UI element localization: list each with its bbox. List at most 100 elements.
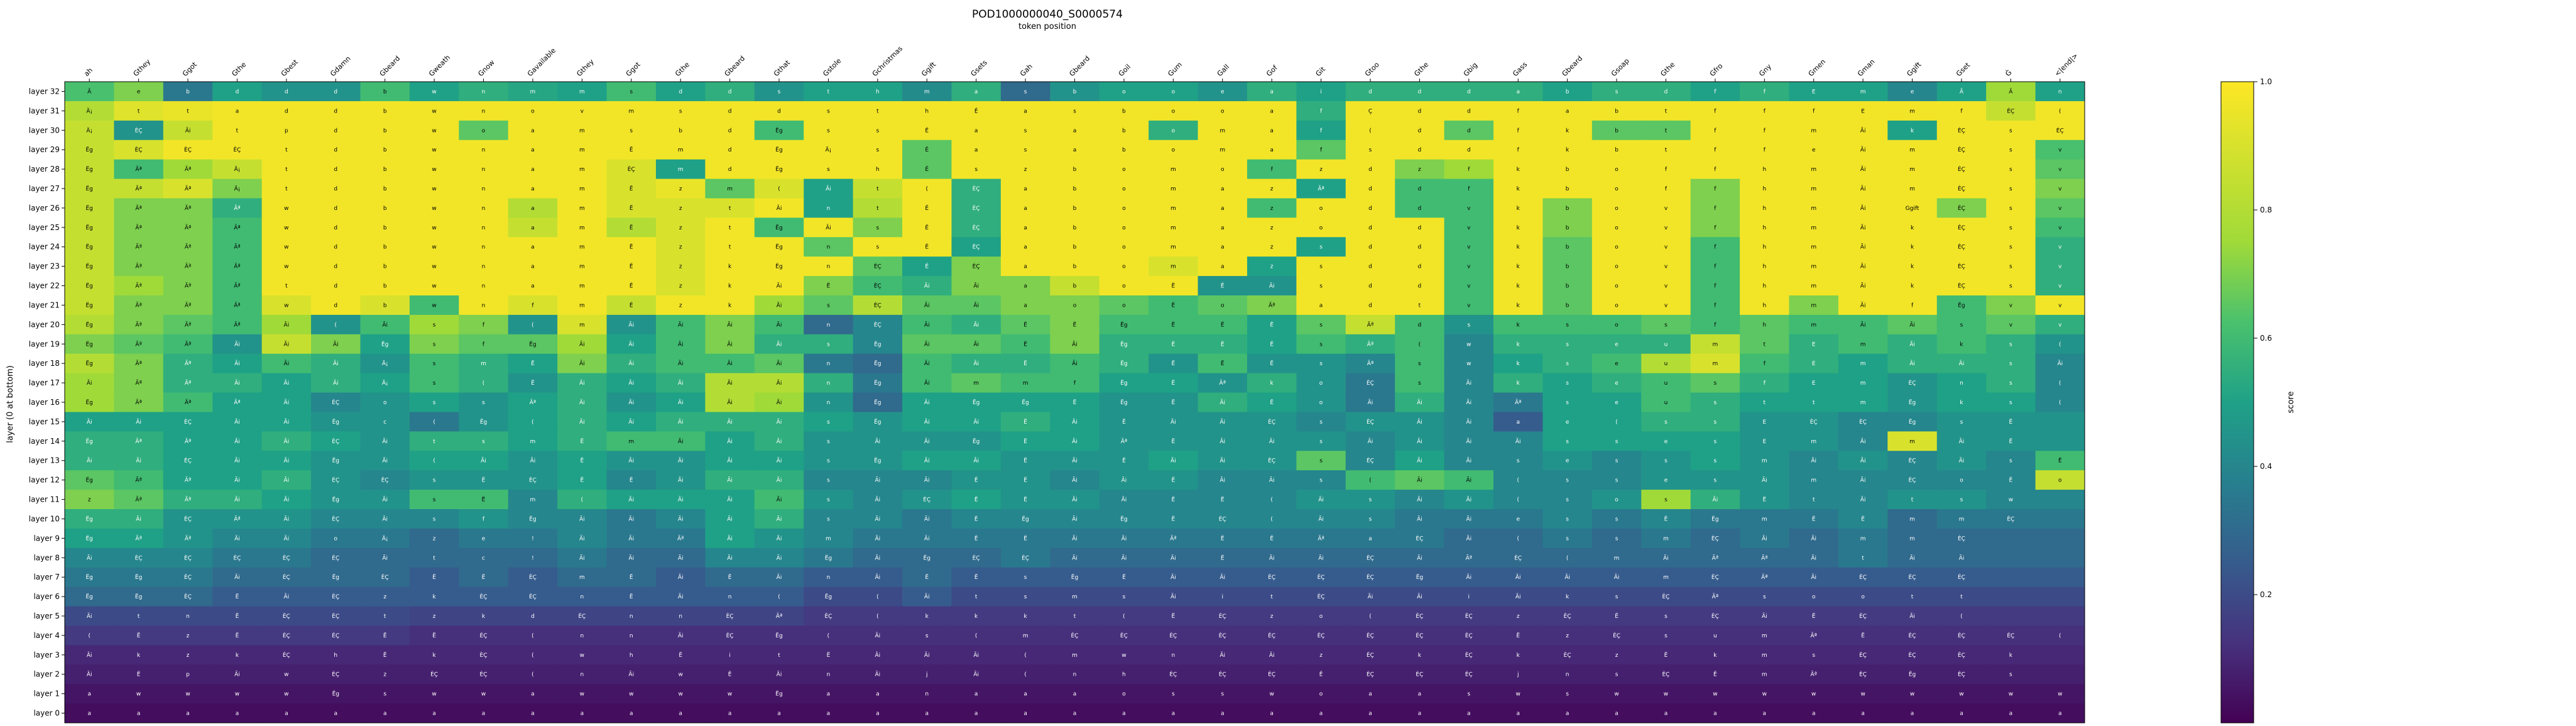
heatmap-cell-text: p xyxy=(285,128,288,134)
heatmap-cell-text: Ãª xyxy=(185,399,191,406)
heatmap-cell-text: s xyxy=(1319,419,1323,426)
heatmap-cell xyxy=(1296,198,1346,218)
heatmap-cell-text: ÈÇ xyxy=(973,224,980,231)
heatmap-cell-text: s xyxy=(1714,380,1717,387)
heatmap-cell-text: a xyxy=(2009,711,2013,717)
heatmap-cell-text: Ãi xyxy=(1368,438,1373,445)
heatmap-cell-text: d xyxy=(728,147,732,153)
heatmap-cell xyxy=(409,373,459,393)
heatmap-cell xyxy=(1542,198,1593,218)
heatmap-cell-text: ( xyxy=(1369,613,1372,620)
heatmap-cell-text: a xyxy=(974,89,978,95)
heatmap-cell-text: s xyxy=(1566,361,1569,367)
heatmap-cell-text: ÈÇ xyxy=(1318,593,1325,600)
heatmap-cell-text: ÈÇ xyxy=(628,165,635,173)
x-tick-label: Gavailable xyxy=(526,47,557,78)
heatmap-cell xyxy=(1887,276,1938,296)
heatmap-cell xyxy=(951,353,1001,374)
heatmap-cell xyxy=(1444,334,1494,355)
heatmap-cell xyxy=(1296,82,1346,102)
heatmap-cell-text: Ë xyxy=(1171,380,1175,387)
heatmap-cell-text: Ãi xyxy=(727,438,733,445)
heatmap-cell-text: d xyxy=(334,147,337,153)
heatmap-cell-text: ÈÇ xyxy=(1022,554,1029,561)
heatmap-cell xyxy=(508,82,558,102)
heatmap-cell-text: Ãi xyxy=(777,302,782,309)
heatmap-cell-text: o xyxy=(1615,497,1618,503)
heatmap-cell xyxy=(1247,295,1297,316)
heatmap-cell xyxy=(606,373,657,393)
heatmap-cell-text: t xyxy=(1419,302,1421,309)
heatmap-cell xyxy=(163,82,213,102)
heatmap-cell-text: ÈÇ xyxy=(529,476,537,484)
heatmap-cell-text: s xyxy=(1566,516,1569,522)
heatmap-cell xyxy=(1740,237,1790,257)
x-tick-label: Gnow xyxy=(476,58,496,78)
heatmap-cell-text: u xyxy=(1664,380,1668,387)
heatmap-cell-text: ÈÇ xyxy=(1219,671,1226,678)
heatmap-cell-text: e xyxy=(1566,458,1569,465)
heatmap-cell xyxy=(1050,276,1100,296)
heatmap-cell xyxy=(606,159,657,180)
heatmap-cell xyxy=(1198,276,1248,296)
heatmap-cell xyxy=(1542,217,1593,238)
heatmap-cell xyxy=(2035,490,2085,510)
heatmap-cell-text: Ë xyxy=(1023,535,1027,542)
heatmap-cell-text: Ãi xyxy=(1417,438,1422,445)
heatmap-cell-text: s xyxy=(2009,458,2012,465)
heatmap-cell xyxy=(1986,120,2036,141)
heatmap-cell xyxy=(1444,82,1494,102)
x-tick-label: Ggift xyxy=(920,60,937,78)
heatmap-cell-text: t xyxy=(236,128,239,134)
heatmap-cell xyxy=(1149,140,1199,160)
heatmap-cell-text: s xyxy=(1664,633,1667,639)
heatmap-cell-text: Ë xyxy=(1615,613,1618,620)
heatmap-cell-text: Ãi xyxy=(333,380,339,387)
heatmap-cell-text: ÈÇ xyxy=(1268,418,1275,426)
heatmap-cell xyxy=(212,256,263,277)
heatmap-cell xyxy=(360,82,410,102)
heatmap-cell-text: Ê xyxy=(974,107,978,114)
heatmap-cell-text: s xyxy=(876,147,879,153)
heatmap-cell-text: Ãi xyxy=(678,593,684,600)
heatmap-cell-text: Ãi xyxy=(234,438,240,445)
heatmap-cell xyxy=(2035,334,2085,355)
heatmap-cell xyxy=(261,82,312,102)
heatmap-cell-text: Ë xyxy=(1221,360,1225,367)
heatmap-cell xyxy=(1936,217,1987,238)
heatmap-cell-text: h xyxy=(876,167,880,173)
heatmap-cell xyxy=(1986,217,2036,238)
heatmap-cell xyxy=(1493,295,1543,316)
heatmap-cell-text: o xyxy=(1122,283,1126,290)
heatmap-cell-text: Ãi xyxy=(1466,477,1471,484)
heatmap-cell-text: b xyxy=(1073,225,1077,231)
heatmap-cell xyxy=(212,179,263,199)
heatmap-cell-text: e xyxy=(1812,147,1816,153)
heatmap-cell-text: ÈÇ xyxy=(1958,651,1965,659)
heatmap-cell-text: ÈÇ xyxy=(332,632,339,639)
heatmap-cell xyxy=(804,276,854,296)
heatmap-cell-text: v xyxy=(1664,206,1668,212)
heatmap-cell xyxy=(1493,101,1543,121)
heatmap-cell xyxy=(163,101,213,121)
heatmap-cell xyxy=(1986,528,2036,549)
heatmap-cell-text: k xyxy=(1517,361,1520,367)
heatmap-cell xyxy=(1000,101,1051,121)
heatmap-cell xyxy=(606,82,657,102)
heatmap-cell-text: Ãi xyxy=(1515,593,1521,600)
heatmap-cell xyxy=(902,314,952,335)
heatmap-cell-text: k xyxy=(2009,652,2013,659)
heatmap-cell xyxy=(1542,237,1593,257)
heatmap-cell-text: t xyxy=(1813,400,1815,406)
heatmap-cell-text: w xyxy=(1269,691,1274,698)
heatmap-cell-text: a xyxy=(1023,186,1027,192)
heatmap-cell-text: Ë xyxy=(1023,360,1027,367)
heatmap-cell-text: ( xyxy=(876,613,879,620)
heatmap-cell xyxy=(1296,295,1346,316)
heatmap-cell-text: Ãi xyxy=(678,554,684,561)
heatmap-cell-text: w xyxy=(284,691,288,698)
heatmap-cell-text: Ëg xyxy=(775,166,782,173)
x-tick-label: Gthe xyxy=(230,60,248,78)
heatmap-cell xyxy=(606,198,657,218)
heatmap-cell xyxy=(951,179,1001,199)
